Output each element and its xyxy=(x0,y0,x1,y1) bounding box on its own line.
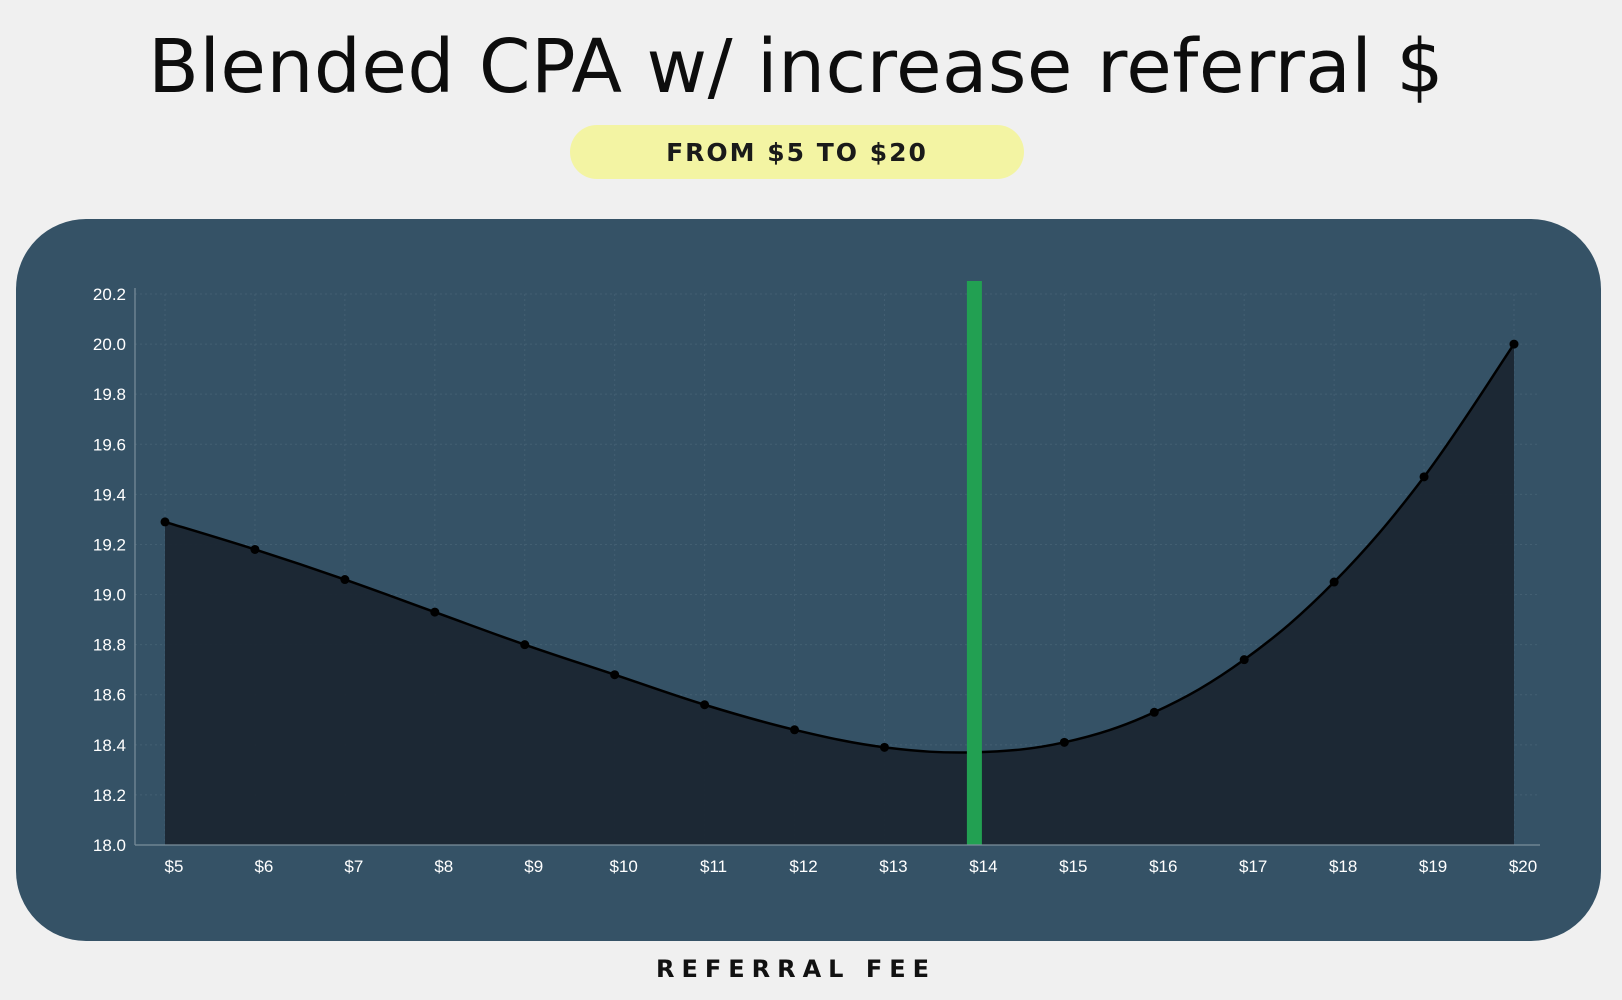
y-tick-label: 18.0 xyxy=(93,836,126,855)
data-point xyxy=(430,607,440,617)
x-tick-label: $17 xyxy=(1239,857,1267,876)
x-tick-label: $19 xyxy=(1419,857,1447,876)
data-point xyxy=(610,670,620,680)
y-tick-label: 18.2 xyxy=(93,786,126,805)
x-tick-label: $6 xyxy=(254,857,273,876)
y-tick-label: 18.4 xyxy=(93,736,126,755)
y-tick-label: 19.4 xyxy=(93,485,126,504)
data-point xyxy=(1239,655,1249,665)
highlight-bar xyxy=(966,281,982,845)
x-tick-label: $9 xyxy=(524,857,543,876)
x-tick-label: $10 xyxy=(609,857,637,876)
data-point xyxy=(250,544,260,554)
subtitle-badge: FROM $5 TO $20 xyxy=(570,125,1024,179)
data-point xyxy=(1509,339,1519,349)
y-tick-label: 18.6 xyxy=(93,686,126,705)
data-point xyxy=(1059,737,1069,747)
data-point xyxy=(700,700,710,710)
y-tick-label: 20.2 xyxy=(93,285,126,304)
x-tick-label: $14 xyxy=(969,857,997,876)
y-tick-label: 19.6 xyxy=(93,435,126,454)
subtitle-text: FROM $5 TO $20 xyxy=(666,137,928,167)
chart-title: Blended CPA w/ increase referral $ xyxy=(148,24,1444,110)
data-point xyxy=(790,725,800,735)
y-tick-label: 18.8 xyxy=(93,636,126,655)
data-point xyxy=(1149,707,1159,717)
y-tick-label: 19.0 xyxy=(93,586,126,605)
data-point xyxy=(160,517,170,527)
area-fill xyxy=(165,344,1514,845)
x-tick-label: $15 xyxy=(1059,857,1087,876)
data-point xyxy=(520,640,530,650)
x-axis-title: REFERRAL FEE xyxy=(655,955,937,983)
x-tick-label: $16 xyxy=(1149,857,1177,876)
data-point xyxy=(1329,577,1339,587)
x-tick-label: $5 xyxy=(165,857,184,876)
y-tick-label: 19.8 xyxy=(93,385,126,404)
data-point xyxy=(1419,472,1429,482)
x-tick-label: $7 xyxy=(344,857,363,876)
x-tick-label: $8 xyxy=(434,857,453,876)
series-line xyxy=(164,343,1516,754)
x-tick-label: $12 xyxy=(789,857,817,876)
x-tick-label: $20 xyxy=(1509,857,1537,876)
data-point xyxy=(340,575,350,585)
x-tick-label: $11 xyxy=(700,857,727,876)
data-point xyxy=(879,742,889,752)
y-tick-label: 19.2 xyxy=(93,535,126,554)
y-tick-label: 20.0 xyxy=(93,335,126,354)
x-tick-label: $13 xyxy=(879,857,907,876)
x-tick-label: $18 xyxy=(1329,857,1357,876)
